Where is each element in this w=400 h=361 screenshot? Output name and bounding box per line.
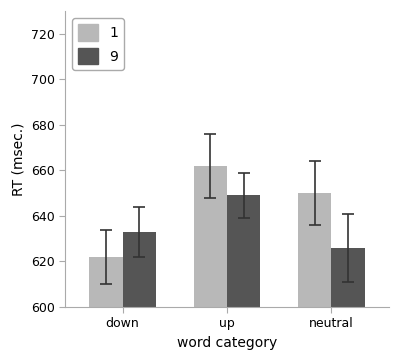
Legend: 1, 9: 1, 9 [72, 18, 124, 70]
Bar [298, 193, 332, 307]
Bar [122, 232, 156, 307]
Bar [227, 195, 260, 307]
Bar [194, 166, 227, 307]
Bar [332, 248, 365, 307]
X-axis label: word category: word category [177, 336, 277, 350]
Y-axis label: RT (msec.): RT (msec.) [11, 122, 25, 196]
Bar [89, 257, 122, 307]
